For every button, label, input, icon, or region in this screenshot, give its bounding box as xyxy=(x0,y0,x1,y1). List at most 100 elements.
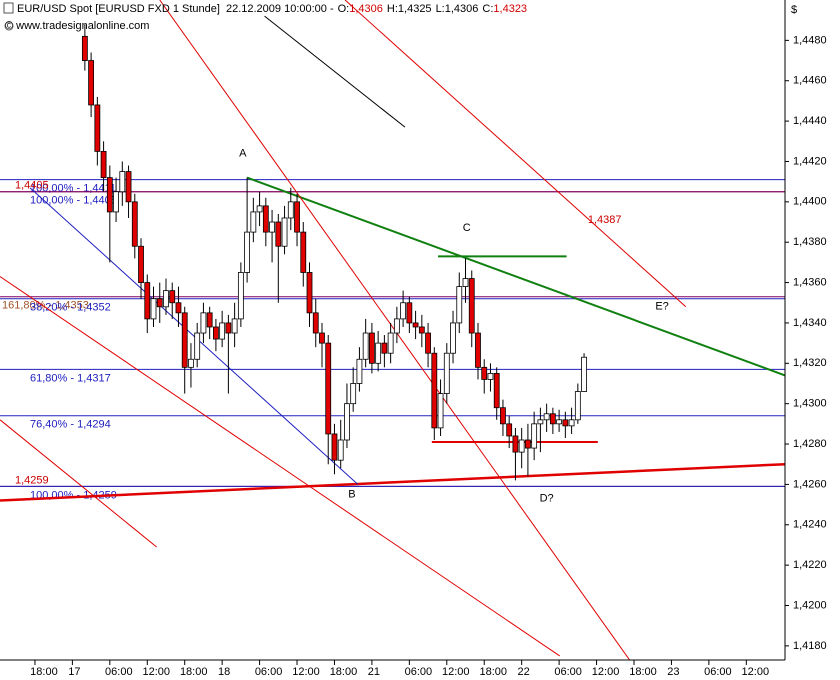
candle-body xyxy=(150,298,157,320)
candle-body xyxy=(175,302,182,314)
candle-body xyxy=(188,358,194,368)
candle-body xyxy=(500,407,506,425)
timestamp: 22.12.2009 10:00:00 - xyxy=(226,3,334,15)
candle-body xyxy=(169,290,176,304)
candle-body xyxy=(431,352,438,429)
annotation: 1,4387 xyxy=(588,214,622,226)
candle-body xyxy=(88,60,95,106)
candle-body xyxy=(568,419,575,427)
annotation: A xyxy=(239,147,247,159)
candle-body xyxy=(543,413,550,421)
candle-body xyxy=(275,221,282,247)
candle-body xyxy=(381,342,388,354)
x-tick-label: 12:00 xyxy=(292,666,320,678)
candle-body xyxy=(537,419,544,425)
x-tick-label: 23 xyxy=(667,666,679,678)
candle-body xyxy=(100,150,107,179)
candle-body xyxy=(256,205,263,213)
candle-body xyxy=(412,322,419,328)
candle-body xyxy=(425,332,431,354)
y-tick-label: 1,4420 xyxy=(793,155,827,167)
x-tick-label: 17 xyxy=(68,666,80,678)
candle-body xyxy=(456,286,463,324)
candle-body xyxy=(163,290,169,308)
candle-body xyxy=(262,205,269,233)
copyright-icon xyxy=(4,21,14,31)
candle-body xyxy=(237,272,244,320)
y-tick-label: 1,4440 xyxy=(793,115,827,127)
candle-body xyxy=(344,403,350,441)
candle-body xyxy=(194,332,201,360)
candle-body xyxy=(487,372,494,380)
candle-body xyxy=(300,231,307,273)
level-label: 1,4405 xyxy=(15,180,49,192)
x-tick-label: 18:00 xyxy=(30,666,58,678)
ohlc-value: 1,4323 xyxy=(493,3,527,15)
candle-body xyxy=(294,201,300,233)
candle-body xyxy=(138,245,144,283)
x-tick-label: 06:00 xyxy=(554,666,582,678)
y-tick-label: 1,4220 xyxy=(793,559,827,571)
candle-body xyxy=(337,439,344,461)
candle-body xyxy=(213,326,219,340)
x-tick-label: 12:00 xyxy=(592,666,620,678)
candle-body xyxy=(244,231,251,273)
candle-body xyxy=(525,439,531,449)
trend-line xyxy=(344,0,687,308)
x-tick-label: 12:00 xyxy=(442,666,470,678)
trend-line xyxy=(0,276,561,657)
candle-body xyxy=(269,221,275,233)
candle-body xyxy=(418,326,425,334)
candle-body xyxy=(375,342,382,364)
x-tick-label: 18:00 xyxy=(479,666,507,678)
candle-body xyxy=(462,278,469,288)
candle-body xyxy=(362,332,369,360)
candle-body xyxy=(350,383,357,405)
candle-body xyxy=(481,366,488,380)
candle-body xyxy=(225,322,232,334)
y-tick-label: 1,4320 xyxy=(793,357,827,369)
y-tick-label: 1,4400 xyxy=(793,196,827,208)
candle-body xyxy=(369,332,375,364)
candle-body xyxy=(200,312,207,334)
candle-body xyxy=(406,302,413,324)
ohlc-key: H: xyxy=(387,3,398,15)
x-tick-label: 12:00 xyxy=(142,666,170,678)
candle-body xyxy=(231,318,238,334)
candle-body xyxy=(468,278,475,334)
instrument: EUR/USD Spot [EURUSD FXD 1 Stunde] xyxy=(17,3,220,15)
candle-body xyxy=(281,217,288,247)
annotation: D? xyxy=(540,492,554,504)
level-label: 76,40% - 1,4294 xyxy=(30,419,111,431)
header-icon xyxy=(3,2,14,14)
y-tick-label: 1,4300 xyxy=(793,398,827,410)
y-tick-label: 1,4240 xyxy=(793,519,827,531)
candle-body xyxy=(81,35,88,61)
trend-line xyxy=(29,187,359,485)
candle-body xyxy=(393,318,400,334)
candle-body xyxy=(574,391,581,421)
y-tick-label: 1,4480 xyxy=(793,34,827,46)
candle-body xyxy=(356,358,363,384)
candle-body xyxy=(156,298,163,308)
candle-body xyxy=(125,171,132,203)
x-tick-label: 18 xyxy=(218,666,230,678)
ohlc-value: 1,4306 xyxy=(349,3,383,15)
candle-body xyxy=(475,332,481,368)
level-label: 161,80% - 1,4353 xyxy=(2,300,89,312)
candle-body xyxy=(450,322,456,354)
y-tick-label: 1,4260 xyxy=(793,478,827,490)
candle-body xyxy=(287,201,294,219)
candle-body xyxy=(181,312,188,368)
candle-body xyxy=(206,312,213,328)
header-text: EUR/USD Spot [EURUSD FXD 1 Stunde] 22.12.… xyxy=(17,3,527,15)
candle-body xyxy=(581,356,587,392)
x-tick-label: 18:00 xyxy=(330,666,358,678)
candle-body xyxy=(331,433,338,461)
candle-body xyxy=(119,171,126,193)
candle-body xyxy=(306,272,313,314)
candle-body xyxy=(113,191,119,213)
trend-line xyxy=(246,176,785,377)
annotation: B xyxy=(348,488,355,500)
